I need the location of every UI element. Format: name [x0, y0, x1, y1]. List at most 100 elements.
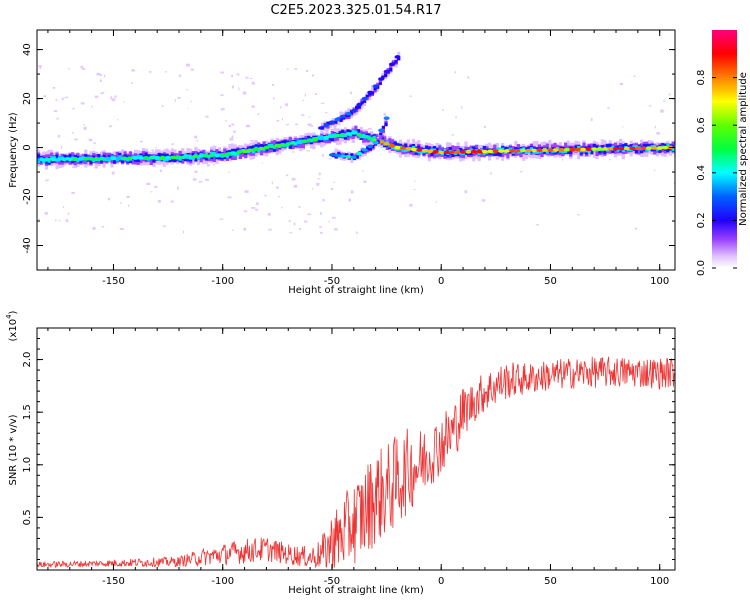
- spectrogram-cell: [585, 149, 589, 153]
- spectrogram-peak: [208, 153, 215, 158]
- spectrogram-speckle: [619, 83, 623, 86]
- spectrogram-speckle: [607, 107, 610, 109]
- spectrogram-cell: [37, 154, 41, 162]
- colorbar-tick-label: 0.6: [696, 117, 707, 133]
- spectrogram-speckle: [276, 186, 279, 189]
- spectrogram-peak: [186, 154, 193, 159]
- spectrogram-cell: [603, 147, 607, 154]
- spectrogram-speckle: [413, 188, 416, 191]
- spectrogram-speckle: [80, 102, 85, 105]
- spectrogram-cell: [196, 156, 201, 160]
- spectrogram-speckle: [55, 219, 57, 222]
- spectrogram-cell: [50, 156, 54, 160]
- spectrogram-speckle: [332, 216, 336, 219]
- spectrogram-speckle: [236, 73, 240, 76]
- snr-series-line: [37, 356, 675, 569]
- spectrogram-peak: [176, 155, 182, 160]
- y-tick-label: 40: [22, 43, 33, 56]
- spectrogram-speckle: [104, 74, 106, 78]
- snr-panel: -150 -100 -50 0 50 100 0.5 1.0 1.5 2.0 Height of…: [5, 310, 676, 596]
- spectrogram-peak: [37, 158, 40, 162]
- spectrogram-speckle: [656, 132, 660, 135]
- spectrogram-cell: [379, 132, 383, 139]
- spectrogram-speckle: [648, 105, 652, 107]
- spectrogram-speckle: [232, 85, 234, 89]
- spectrogram-peak: [432, 150, 439, 154]
- spectrogram-cell: [345, 153, 349, 157]
- spectrogram-speckle: [285, 103, 289, 107]
- spectrogram-speckle: [219, 218, 224, 220]
- spectrogram-peak: [236, 150, 243, 154]
- spectrogram-peak: [465, 150, 472, 154]
- spectrogram-speckle: [186, 63, 190, 67]
- spectrogram-speckle: [186, 89, 188, 91]
- spectrogram-speckle: [80, 65, 84, 69]
- spectrogram-speckle: [238, 87, 240, 91]
- spectrogram-speckle: [442, 109, 444, 111]
- spectrogram-speckle: [111, 98, 116, 101]
- spectrogram-speckle: [43, 95, 46, 98]
- spectrogram-peak: [563, 147, 570, 152]
- spectrogram-speckle: [128, 204, 130, 207]
- spectrogram-peak: [83, 157, 90, 161]
- spectrogram-speckle: [286, 68, 289, 70]
- spectrogram-speckle: [174, 99, 176, 102]
- spectrogram-cell: [328, 135, 332, 141]
- snr-y-ticks: 0.5 1.0 1.5 2.0: [22, 338, 675, 560]
- spectrogram-speckle: [251, 105, 256, 108]
- x-tick-label: 0: [438, 276, 444, 287]
- spectrogram-speckle: [114, 95, 117, 99]
- spectrogram-cell: [367, 135, 371, 139]
- spectrogram-cell: [529, 147, 534, 151]
- spectrogram-speckle: [330, 188, 334, 190]
- spectrogram-peak: [334, 133, 341, 138]
- spectrogram-speckle: [44, 212, 48, 215]
- spectrogram-speckle: [157, 200, 161, 203]
- spectrogram-speckle: [227, 196, 232, 199]
- spectrogram-speckle: [368, 127, 372, 130]
- spectrogram-peak: [367, 144, 374, 149]
- spectrogram-speckle: [435, 201, 437, 203]
- spectrogram-speckle: [74, 138, 78, 141]
- spectrogram-speckle: [328, 220, 330, 223]
- colorbar-label: Normalized spectral amplitude: [738, 72, 749, 226]
- spectrogram-speckle: [320, 231, 323, 234]
- spectrogram-speckle: [316, 182, 320, 186]
- spectrogram-peak: [542, 148, 548, 152]
- spectrogram-peak: [285, 142, 292, 146]
- spectrogram-speckle: [292, 151, 295, 153]
- spectrogram-speckle: [414, 180, 416, 183]
- spectrogram-speckle: [38, 65, 42, 68]
- spectrogram-speckle: [101, 225, 105, 228]
- spectrogram-peak: [268, 144, 275, 149]
- spectrogram-peak: [39, 157, 46, 162]
- spectrogram-peak: [443, 150, 450, 155]
- spectrogram-speckle: [409, 95, 412, 97]
- spectrogram-cell: [590, 146, 594, 155]
- spectrogram-speckle: [150, 191, 153, 193]
- spectrogram-speckle: [490, 172, 492, 175]
- spectrogram-peak: [623, 146, 630, 151]
- spectrogram-peak: [454, 150, 461, 154]
- spectrogram-speckle: [198, 181, 203, 183]
- spectrogram-speckle: [315, 92, 318, 95]
- spectrogram-cell: [344, 114, 348, 118]
- spectrogram-peak: [569, 147, 576, 152]
- spectrogram-cell: [76, 158, 80, 163]
- spectrogram-peak: [487, 149, 494, 154]
- spectrogram-peak: [634, 146, 641, 151]
- spectrogram-speckle: [318, 172, 321, 176]
- spectrogram-peak: [536, 148, 543, 152]
- spectrogram-speckle: [100, 92, 104, 95]
- spectrogram-speckle: [140, 140, 143, 143]
- spectrogram-cell: [666, 144, 670, 153]
- spectrogram-cell: [366, 146, 370, 151]
- spectrogram-cell: [373, 86, 377, 91]
- spectrogram-peak: [503, 149, 510, 153]
- colorbar-tick-label: 0.2: [696, 212, 707, 228]
- spectrogram-speckle: [320, 212, 322, 215]
- spectrogram-speckle: [206, 163, 210, 167]
- spectrogram-peak: [214, 153, 221, 157]
- spectrogram-speckle: [483, 125, 486, 128]
